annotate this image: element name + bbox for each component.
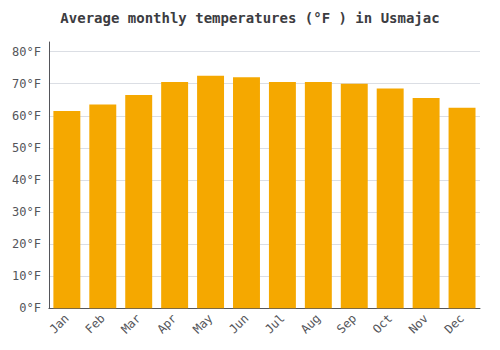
svg-text:70°F: 70°F: [12, 77, 41, 91]
svg-text:Average monthly temperatures (: Average monthly temperatures (°F ) in Us…: [60, 10, 439, 26]
svg-text:Aug: Aug: [298, 311, 323, 336]
svg-text:Jun: Jun: [226, 311, 251, 336]
svg-text:80°F: 80°F: [12, 45, 41, 59]
svg-text:Mar: Mar: [118, 311, 143, 336]
svg-text:May: May: [190, 311, 215, 336]
svg-text:Nov: Nov: [406, 311, 431, 336]
svg-text:30°F: 30°F: [12, 205, 41, 219]
svg-text:Sep: Sep: [334, 311, 359, 336]
svg-text:20°F: 20°F: [12, 237, 41, 251]
svg-text:40°F: 40°F: [12, 173, 41, 187]
svg-text:60°F: 60°F: [12, 109, 41, 123]
svg-text:Oct: Oct: [370, 311, 395, 336]
svg-text:10°F: 10°F: [12, 269, 41, 283]
svg-text:Dec: Dec: [442, 311, 467, 336]
svg-text:50°F: 50°F: [12, 141, 41, 155]
svg-text:0°F: 0°F: [19, 301, 41, 315]
svg-text:Jan: Jan: [47, 311, 72, 336]
svg-text:Jul: Jul: [262, 311, 287, 336]
svg-text:Apr: Apr: [154, 311, 179, 336]
svg-text:Feb: Feb: [83, 311, 108, 336]
